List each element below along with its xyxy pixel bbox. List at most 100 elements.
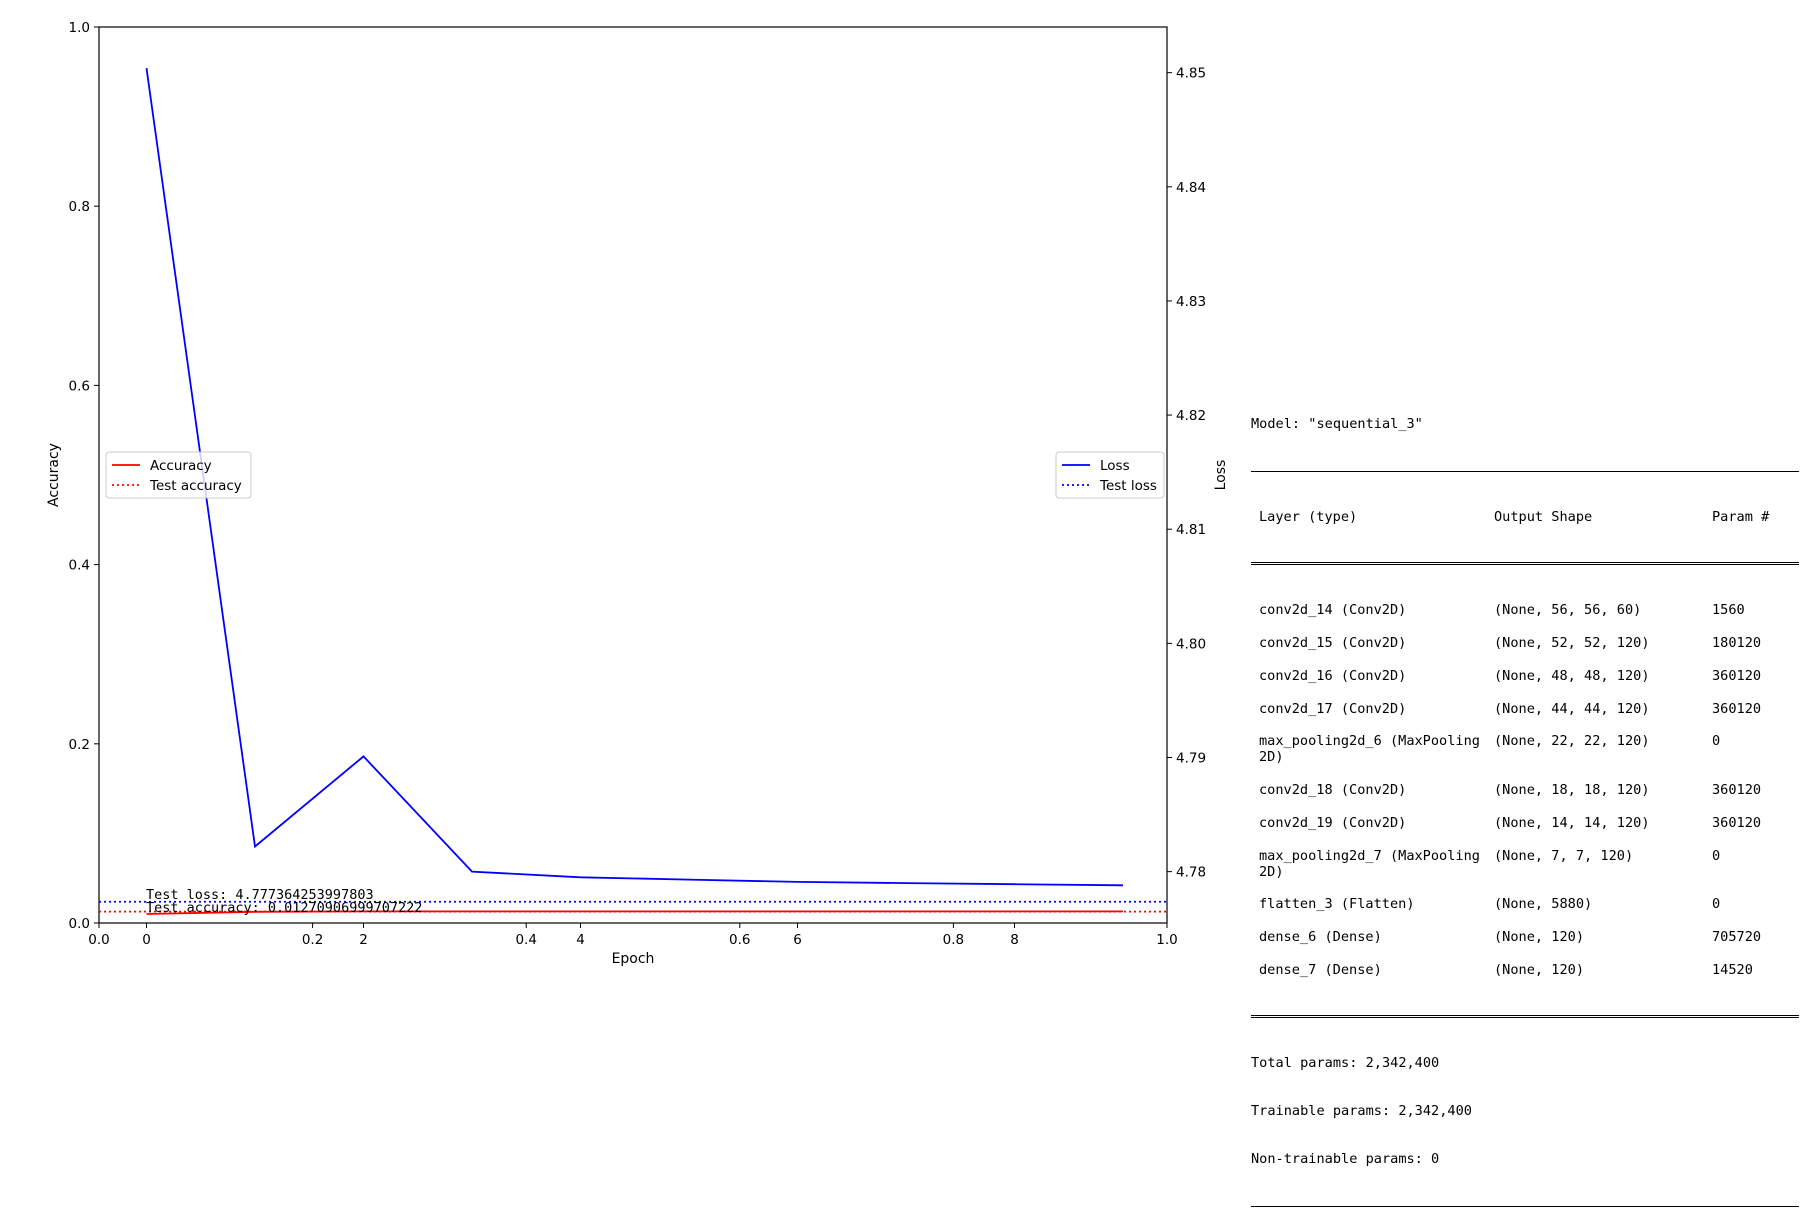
layer-output-shape: (None, 56, 56, 60) bbox=[1494, 602, 1642, 619]
epoch-tick-label: 8 bbox=[1010, 932, 1019, 948]
layer-param-count: 360120 bbox=[1712, 667, 1762, 684]
summary-layer-row-continued: 2D) bbox=[1251, 749, 1799, 765]
summary-layer-row: conv2d_14 (Conv2D) (None, 56, 56, 60) 1560 bbox=[1251, 602, 1799, 618]
chart: 0.0 0.2 0.4 0.6 0.8 1.0 4.78 4.79 4.80 4.81 4.82 4… bbox=[46, 20, 1229, 967]
legend-accuracy: Accuracy Test accuracy bbox=[105, 451, 252, 499]
summary-layer-row: max_pooling2d_7 (MaxPooling (None, 7, 7, … bbox=[1251, 848, 1799, 864]
summary-layer-row: conv2d_16 (Conv2D) (None, 48, 48, 120) 360… bbox=[1251, 668, 1799, 684]
legend-label: Test accuracy bbox=[149, 478, 242, 494]
series-layer bbox=[99, 67, 1167, 915]
epoch-tick-label: 2 bbox=[359, 932, 368, 948]
layer-output-shape: (None, 52, 52, 120) bbox=[1494, 635, 1650, 652]
series-line-loss bbox=[145, 67, 1124, 887]
header-layer: Layer (type) bbox=[1259, 509, 1358, 526]
layer-output-shape: (None, 22, 22, 120) bbox=[1494, 733, 1650, 750]
summary-rule-double-bottom bbox=[1251, 1014, 1799, 1018]
epoch-tick-label: 0 bbox=[142, 932, 151, 948]
legend-label: Accuracy bbox=[150, 458, 212, 474]
layer-output-shape: (None, 48, 48, 120) bbox=[1494, 667, 1650, 684]
model-summary: Model: "sequential_3" Layer (type) Outpu… bbox=[1251, 384, 1799, 1228]
layer-output-shape: (None, 18, 18, 120) bbox=[1494, 782, 1650, 799]
annotation-test-accuracy: Test accuracy: 0.01270906999707222 bbox=[146, 900, 422, 916]
summary-header: Layer (type) Output Shape Param # bbox=[1251, 509, 1799, 525]
right-axis-ticks: 4.78 4.79 4.80 4.81 4.82 4.83 4.84 4.85 bbox=[1167, 66, 1206, 881]
legend-label: Test loss bbox=[1099, 478, 1157, 494]
layer-name: conv2d_15 (Conv2D) bbox=[1259, 635, 1407, 652]
layer-name: conv2d_16 (Conv2D) bbox=[1259, 667, 1407, 684]
left-axis-ticks: 0.0 0.2 0.4 0.6 0.8 1.0 bbox=[69, 20, 99, 932]
layer-name: dense_6 (Dense) bbox=[1259, 929, 1382, 946]
right-tick-label: 4.79 bbox=[1176, 750, 1206, 766]
summary-layer-row-continued: 2D) bbox=[1251, 864, 1799, 880]
plot-border bbox=[98, 26, 1168, 924]
overlay-x-tick-label: 0.4 bbox=[515, 932, 536, 948]
layer-name: dense_7 (Dense) bbox=[1259, 961, 1382, 978]
summary-layer-row: conv2d_17 (Conv2D) (None, 44, 44, 120) 360… bbox=[1251, 701, 1799, 717]
layer-list: conv2d_14 (Conv2D) (None, 56, 56, 60) 1560… bbox=[1251, 602, 1799, 978]
layer-param-count: 705720 bbox=[1712, 929, 1762, 946]
right-axis-label: Loss bbox=[1213, 460, 1229, 491]
legends: Accuracy Test accuracy Loss Test loss bbox=[105, 451, 1165, 499]
summary-rule-double bbox=[1251, 562, 1799, 566]
annotation-test-loss: Test loss: 4.777364253997803 bbox=[146, 887, 374, 903]
summary-rule-bottom bbox=[1251, 1206, 1799, 1208]
right-tick-label: 4.83 bbox=[1176, 294, 1206, 310]
layer-param-count: 14520 bbox=[1712, 961, 1753, 978]
summary-layer-row: dense_6 (Dense) (None, 120) 705720 bbox=[1251, 929, 1799, 945]
summary-layer-row: conv2d_18 (Conv2D) (None, 18, 18, 120) 360… bbox=[1251, 782, 1799, 798]
legend-loss: Loss Test loss bbox=[1055, 451, 1165, 499]
summary-layer-row: dense_7 (Dense) (None, 120) 14520 bbox=[1251, 962, 1799, 978]
left-tick-label: 0.8 bbox=[69, 199, 90, 215]
layer-name: conv2d_17 (Conv2D) bbox=[1259, 700, 1407, 717]
header-params: Param # bbox=[1712, 509, 1770, 526]
layer-output-shape: (None, 44, 44, 120) bbox=[1494, 700, 1650, 717]
overlay-x-tick-label: 0.6 bbox=[729, 932, 750, 948]
right-tick-label: 4.85 bbox=[1176, 66, 1206, 82]
left-axis-label: Accuracy bbox=[46, 443, 62, 507]
layer-name: max_pooling2d_6 (MaxPooling bbox=[1259, 733, 1480, 750]
layer-output-shape: (None, 120) bbox=[1494, 961, 1585, 978]
overlay-x-tick-label: 0.0 bbox=[88, 932, 109, 948]
left-tick-label: 0.0 bbox=[69, 916, 90, 932]
layer-name: conv2d_19 (Conv2D) bbox=[1259, 814, 1407, 831]
right-tick-label: 4.78 bbox=[1176, 865, 1206, 881]
model-title: Model: "sequential_3" bbox=[1251, 416, 1423, 432]
layer-name: conv2d_14 (Conv2D) bbox=[1259, 602, 1407, 619]
right-tick-label: 4.82 bbox=[1176, 408, 1206, 424]
layer-param-count: 0 bbox=[1712, 896, 1721, 913]
summary-layer-row: conv2d_15 (Conv2D) (None, 52, 52, 120) 180… bbox=[1251, 635, 1799, 651]
summary-layer-row: conv2d_19 (Conv2D) (None, 14, 14, 120) 360… bbox=[1251, 815, 1799, 831]
overlay-x-tick-label: 0.8 bbox=[943, 932, 964, 948]
x-axis-label: Epoch bbox=[612, 951, 655, 967]
right-tick-label: 4.80 bbox=[1176, 636, 1206, 652]
layer-output-shape: (None, 14, 14, 120) bbox=[1494, 814, 1650, 831]
layer-output-shape: (None, 120) bbox=[1494, 929, 1585, 946]
layer-output-shape: (None, 7, 7, 120) bbox=[1494, 847, 1634, 864]
layer-name: flatten_3 (Flatten) bbox=[1259, 896, 1415, 913]
epoch-tick-label: 6 bbox=[793, 932, 802, 948]
layer-param-count: 360120 bbox=[1712, 814, 1762, 831]
legend-box bbox=[105, 451, 252, 499]
overlay-x-tick-label: 0.2 bbox=[302, 932, 323, 948]
non-trainable-params: Non-trainable params: 0 bbox=[1251, 1150, 1440, 1167]
layer-param-count: 0 bbox=[1712, 733, 1721, 750]
total-params: Total params: 2,342,400 bbox=[1251, 1054, 1440, 1071]
epoch-tick-label: 4 bbox=[576, 932, 585, 948]
summary-rule-top bbox=[1251, 471, 1799, 473]
legend-label: Loss bbox=[1100, 458, 1130, 474]
layer-name-continued: 2D) bbox=[1259, 863, 1284, 880]
legend-box bbox=[1055, 451, 1165, 499]
layer-name-continued: 2D) bbox=[1259, 749, 1284, 766]
left-tick-label: 0.6 bbox=[69, 378, 90, 394]
layer-name: conv2d_18 (Conv2D) bbox=[1259, 782, 1407, 799]
right-tick-label: 4.81 bbox=[1176, 522, 1206, 538]
left-tick-label: 1.0 bbox=[69, 20, 90, 36]
layer-param-count: 360120 bbox=[1712, 782, 1762, 799]
header-shape: Output Shape bbox=[1494, 509, 1593, 526]
left-tick-label: 0.2 bbox=[69, 737, 90, 753]
layer-output-shape: (None, 5880) bbox=[1494, 896, 1593, 913]
bottom-axis-ticks: 0.0 0.2 0.4 0.6 0.8 1.0 0 2 4 6 8 bbox=[88, 923, 1178, 948]
trainable-params: Trainable params: 2,342,400 bbox=[1251, 1102, 1472, 1119]
layer-param-count: 180120 bbox=[1712, 635, 1762, 652]
summary-layer-row: flatten_3 (Flatten) (None, 5880) 0 bbox=[1251, 896, 1799, 912]
